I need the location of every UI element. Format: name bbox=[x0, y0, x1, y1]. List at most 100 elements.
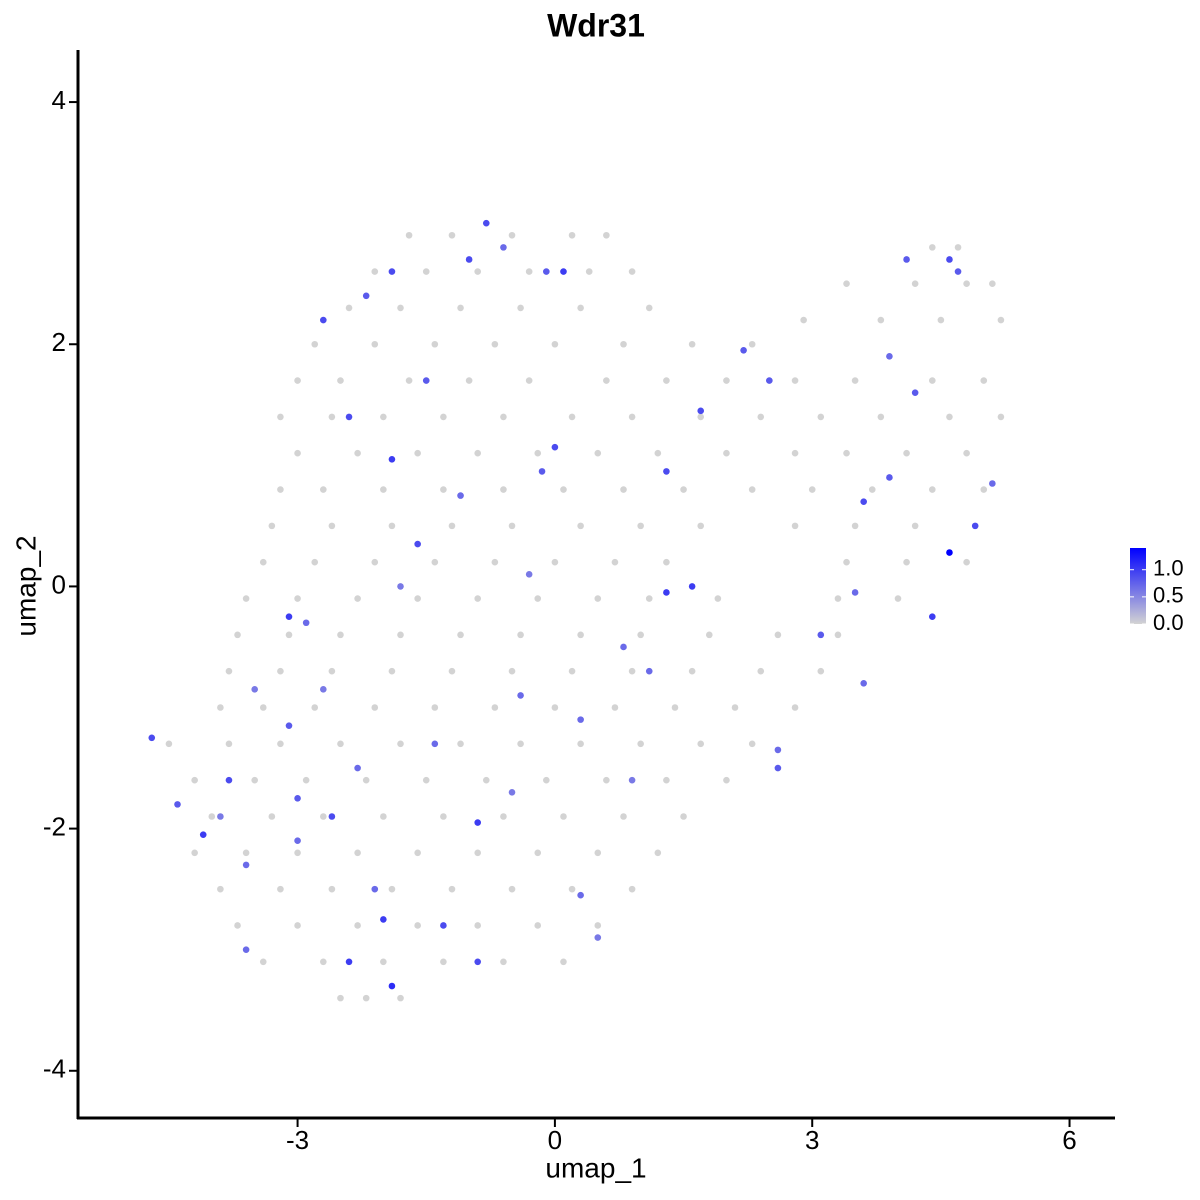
cell-point bbox=[834, 631, 842, 639]
cell-point bbox=[482, 219, 490, 227]
cell-point bbox=[946, 549, 953, 556]
cell-point bbox=[474, 595, 482, 602]
cell-point bbox=[723, 776, 730, 784]
cell-point bbox=[688, 583, 696, 590]
cell-point bbox=[294, 377, 301, 384]
cell-point bbox=[259, 558, 267, 566]
cell-point bbox=[748, 340, 756, 348]
cell-point bbox=[440, 813, 447, 820]
cell-point bbox=[388, 522, 396, 530]
cell-point bbox=[380, 813, 387, 820]
cell-point bbox=[320, 316, 327, 324]
cell-point bbox=[397, 631, 404, 639]
cell-point bbox=[911, 522, 919, 530]
cell-point bbox=[697, 740, 705, 748]
cell-point bbox=[457, 631, 464, 639]
cell-point bbox=[508, 788, 516, 796]
cell-point bbox=[911, 280, 919, 288]
cell-point bbox=[277, 740, 284, 748]
cell-point bbox=[285, 613, 293, 620]
cell-point bbox=[345, 958, 353, 966]
cell-point bbox=[500, 813, 507, 820]
cell-point bbox=[903, 558, 910, 566]
cell-point bbox=[843, 280, 850, 288]
cell-point bbox=[757, 667, 765, 675]
cell-point bbox=[165, 740, 173, 748]
cell-point bbox=[534, 595, 542, 602]
cell-point bbox=[431, 340, 439, 348]
cell-point bbox=[508, 885, 516, 893]
cell-point bbox=[663, 776, 670, 784]
cell-point bbox=[285, 631, 293, 639]
cell-point bbox=[277, 413, 284, 421]
cell-point bbox=[525, 571, 533, 578]
cell-point bbox=[937, 316, 945, 324]
chart-title: Wdr31 bbox=[547, 7, 645, 43]
cell-point bbox=[337, 740, 344, 748]
cell-point bbox=[328, 813, 336, 820]
cell-point bbox=[277, 667, 284, 675]
cell-point bbox=[637, 740, 644, 748]
cell-point bbox=[637, 522, 644, 530]
cell-point bbox=[808, 486, 816, 493]
cell-point bbox=[877, 316, 885, 324]
cell-point bbox=[645, 667, 653, 675]
cell-point bbox=[654, 849, 662, 857]
cell-point bbox=[543, 268, 550, 275]
cell-point bbox=[894, 595, 902, 602]
cell-point bbox=[980, 486, 988, 493]
cell-point bbox=[191, 776, 198, 784]
cell-point bbox=[628, 667, 636, 675]
cell-point bbox=[577, 740, 584, 748]
cell-point bbox=[560, 958, 567, 966]
cell-point bbox=[380, 413, 387, 421]
cell-point bbox=[328, 522, 336, 530]
x-tick-label: 6 bbox=[1062, 1125, 1076, 1155]
y-axis-label: umap_2 bbox=[10, 535, 41, 636]
cell-point bbox=[388, 982, 396, 990]
cell-point bbox=[517, 740, 524, 748]
cell-point bbox=[877, 413, 885, 421]
cell-point bbox=[929, 377, 936, 384]
cell-point bbox=[474, 449, 482, 457]
cell-point bbox=[457, 740, 464, 748]
cell-point bbox=[860, 498, 867, 505]
cell-point bbox=[397, 583, 404, 590]
cell-point bbox=[259, 958, 267, 966]
cell-point bbox=[817, 667, 825, 675]
cell-point bbox=[603, 377, 610, 384]
cell-point bbox=[508, 231, 516, 239]
cell-point bbox=[371, 340, 379, 348]
cell-point bbox=[225, 776, 233, 784]
cell-point bbox=[757, 413, 765, 421]
cell-point bbox=[534, 849, 542, 857]
cell-point bbox=[148, 734, 156, 742]
cell-point bbox=[294, 837, 301, 845]
cell-point bbox=[174, 801, 181, 808]
y-tick-label: 0 bbox=[52, 569, 66, 599]
cell-point bbox=[405, 377, 413, 384]
cell-point bbox=[380, 916, 387, 923]
cell-point bbox=[320, 958, 327, 966]
cell-point bbox=[191, 849, 198, 857]
cell-point bbox=[997, 413, 1005, 421]
colorbar-tick-label: 0.0 bbox=[1153, 610, 1184, 635]
cell-point bbox=[431, 740, 439, 748]
cell-point bbox=[397, 304, 404, 312]
cell-point bbox=[551, 704, 559, 711]
cell-point bbox=[688, 340, 696, 348]
cell-point bbox=[963, 280, 970, 288]
cell-point bbox=[989, 280, 996, 288]
colorbar-tick-label: 1.0 bbox=[1153, 556, 1184, 581]
cell-point bbox=[251, 686, 258, 693]
cell-point bbox=[543, 776, 550, 784]
cell-point bbox=[525, 268, 533, 275]
cell-point bbox=[946, 413, 953, 421]
cell-point bbox=[474, 819, 482, 826]
cell-point bbox=[817, 631, 825, 639]
cell-point bbox=[851, 522, 859, 530]
cell-point bbox=[929, 244, 936, 251]
cell-point bbox=[474, 268, 482, 275]
cell-point bbox=[380, 486, 387, 493]
cell-point bbox=[903, 449, 910, 457]
